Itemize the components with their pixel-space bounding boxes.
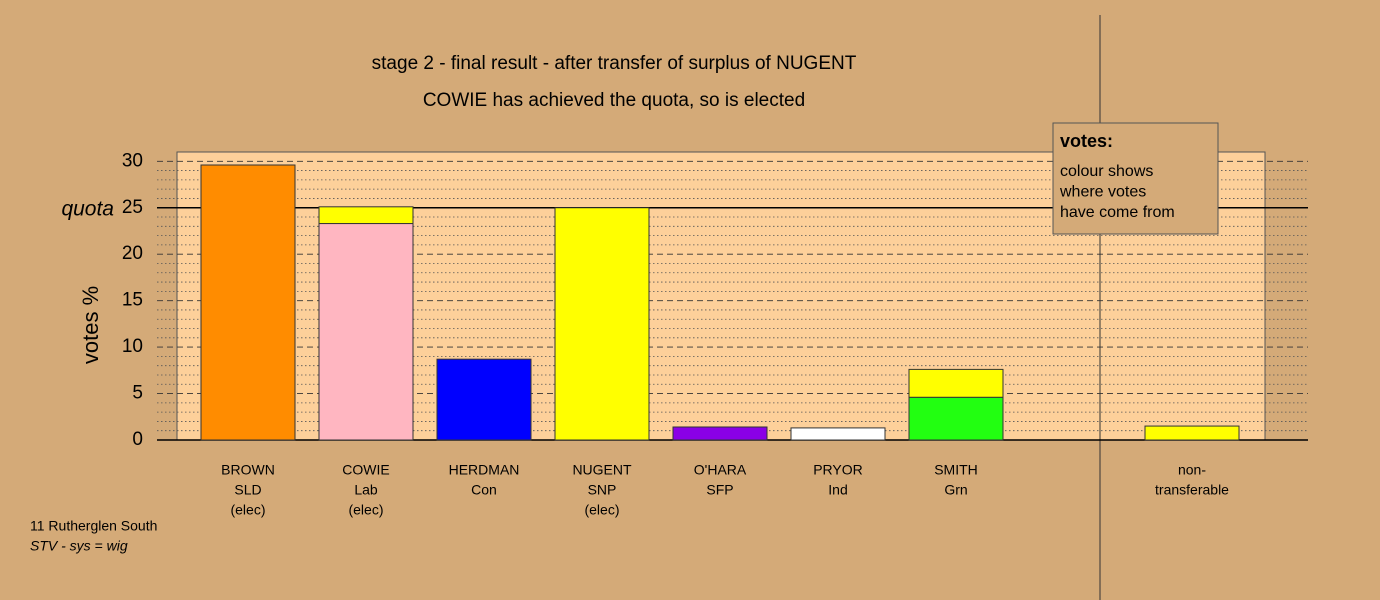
bar-segment <box>318 206 414 225</box>
x-tick-label: SFP <box>706 482 733 498</box>
quota-label: quota <box>61 197 114 220</box>
bar-segment <box>908 368 1004 398</box>
footer: 11 Rutherglen South <box>30 518 157 534</box>
footer: STV - sys = wig <box>30 538 128 554</box>
annotation-box <box>1052 122 1219 235</box>
x-tick-label: NUGENT <box>572 462 632 478</box>
x-tick-label: Con <box>471 482 497 498</box>
x-tick-label: O'HARA <box>694 462 747 478</box>
annotation-text: colour shows <box>1060 163 1153 180</box>
bar-segment <box>200 164 296 441</box>
x-tick-label: HERDMAN <box>449 462 520 478</box>
x-tick-label: Grn <box>944 482 967 498</box>
x-tick-label: SMITH <box>934 462 978 478</box>
y-tick-label: 20 <box>122 243 143 264</box>
x-tick-label: PRYOR <box>813 462 863 478</box>
y-tick-label: 25 <box>122 197 143 218</box>
x-tick-label: SLD <box>234 482 261 498</box>
x-tick-label: SNP <box>588 482 617 498</box>
bar-segment <box>318 223 414 441</box>
bar-segment <box>672 426 768 441</box>
x-tick-label: (elec) <box>348 502 383 518</box>
y-axis-label: votes % <box>78 286 103 364</box>
annotation-title: votes: <box>1060 131 1113 151</box>
bar-segment <box>790 427 886 441</box>
y-tick-label: 5 <box>132 383 143 404</box>
x-tick-label: Lab <box>354 482 378 498</box>
y-tick-label: 10 <box>122 336 143 357</box>
annotation-text: have come from <box>1060 204 1175 221</box>
chart-subtitle: COWIE has achieved the quota, so is elec… <box>423 90 805 111</box>
x-tick-label: BROWN <box>221 462 275 478</box>
x-tick-label: (elec) <box>230 502 265 518</box>
y-tick-label: 30 <box>122 150 143 171</box>
bar-segment <box>554 207 650 441</box>
bar-segment <box>436 358 532 441</box>
bar-segment <box>908 396 1004 441</box>
y-tick-label: 15 <box>122 290 143 311</box>
bar-segment <box>1144 425 1240 441</box>
annotation-text: where votes <box>1059 184 1146 201</box>
chart-title: stage 2 - final result - after transfer … <box>372 53 857 74</box>
x-tick-label: Ind <box>828 482 847 498</box>
y-tick-label: 0 <box>132 429 143 450</box>
x-tick-label: (elec) <box>584 502 619 518</box>
x-tick-label: COWIE <box>342 462 389 478</box>
x-tick-label: transferable <box>1155 482 1229 498</box>
x-tick-label: non- <box>1178 462 1206 478</box>
